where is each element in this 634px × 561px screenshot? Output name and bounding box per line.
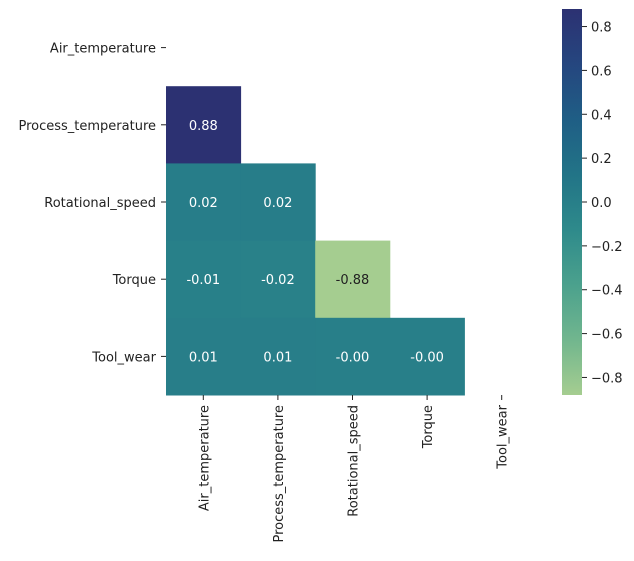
heatmap-cell-r2-c0	[166, 163, 242, 242]
y-tick-label: Air_temperature	[50, 42, 156, 57]
cell-value-label: 0.02	[189, 196, 218, 211]
cell-value-label: 0.01	[189, 350, 218, 365]
heatmap-cell-r3-c2	[315, 240, 391, 319]
y-tick-label: Torque	[112, 273, 156, 288]
colorbar-tick-label: −0.2	[591, 240, 623, 255]
heatmap-cell-r3-c1	[240, 240, 316, 319]
heatmap-cell-r1-c0	[166, 86, 242, 164]
x-tick-label: Torque	[421, 405, 436, 449]
colorbar-tick-label: 0.0	[591, 196, 612, 211]
colorbar-tick-label: 0.4	[591, 108, 612, 123]
colorbar	[562, 9, 582, 395]
y-axis-ticks: Air_temperature Process_temperature Rotati…	[18, 42, 166, 365]
cell-value-label: -0.88	[336, 273, 370, 288]
x-axis-ticks: Air_temperature Process_temperature Rotati…	[197, 395, 511, 543]
colorbar-tick-label: −0.4	[591, 284, 623, 299]
colorbar-tick-label: −0.6	[591, 328, 623, 343]
heatmap-cell-r4-c0	[166, 317, 242, 396]
heatmap-cell-r4-c3	[389, 317, 465, 396]
colorbar-tick-label: 0.6	[591, 64, 612, 79]
cell-value-label: 0.01	[263, 350, 292, 365]
cell-value-label: -0.00	[336, 350, 370, 365]
heatmap-cells	[166, 86, 465, 396]
colorbar-tick-label: 0.2	[591, 152, 612, 167]
heatmap-cell-labels: 0.88 0.02 0.02 -0.01 -0.02 -0.88 0.01 0.01 -0.00…	[186, 119, 443, 366]
cell-value-label: -0.02	[261, 273, 295, 288]
x-tick-label: Air_temperature	[197, 405, 212, 511]
cell-value-label: -0.00	[410, 350, 444, 365]
colorbar-tick-label: −0.8	[591, 371, 623, 386]
colorbar-tick-label: 0.8	[591, 21, 612, 36]
x-tick-label: Tool_wear	[496, 404, 511, 469]
cell-value-label: 0.02	[263, 196, 292, 211]
heatmap-cell-r4-c1	[240, 317, 316, 396]
cell-value-label: -0.01	[186, 273, 220, 288]
y-tick-label: Rotational_speed	[44, 196, 156, 211]
y-tick-label: Process_temperature	[18, 119, 156, 134]
heatmap-cell-r4-c2	[315, 317, 391, 396]
heatmap-cell-r2-c1	[240, 163, 316, 242]
colorbar-gradient	[562, 9, 582, 395]
colorbar-ticks: 0.8 0.6 0.4 0.2 0.0 −0.2 −0.4 −0.6 −0.8	[582, 21, 623, 386]
cell-value-label: 0.88	[189, 119, 218, 134]
heatmap-cell-r3-c0	[166, 240, 242, 319]
x-tick-label: Process_temperature	[272, 405, 287, 543]
y-tick-label: Tool_wear	[91, 350, 156, 365]
x-tick-label: Rotational_speed	[347, 405, 362, 517]
